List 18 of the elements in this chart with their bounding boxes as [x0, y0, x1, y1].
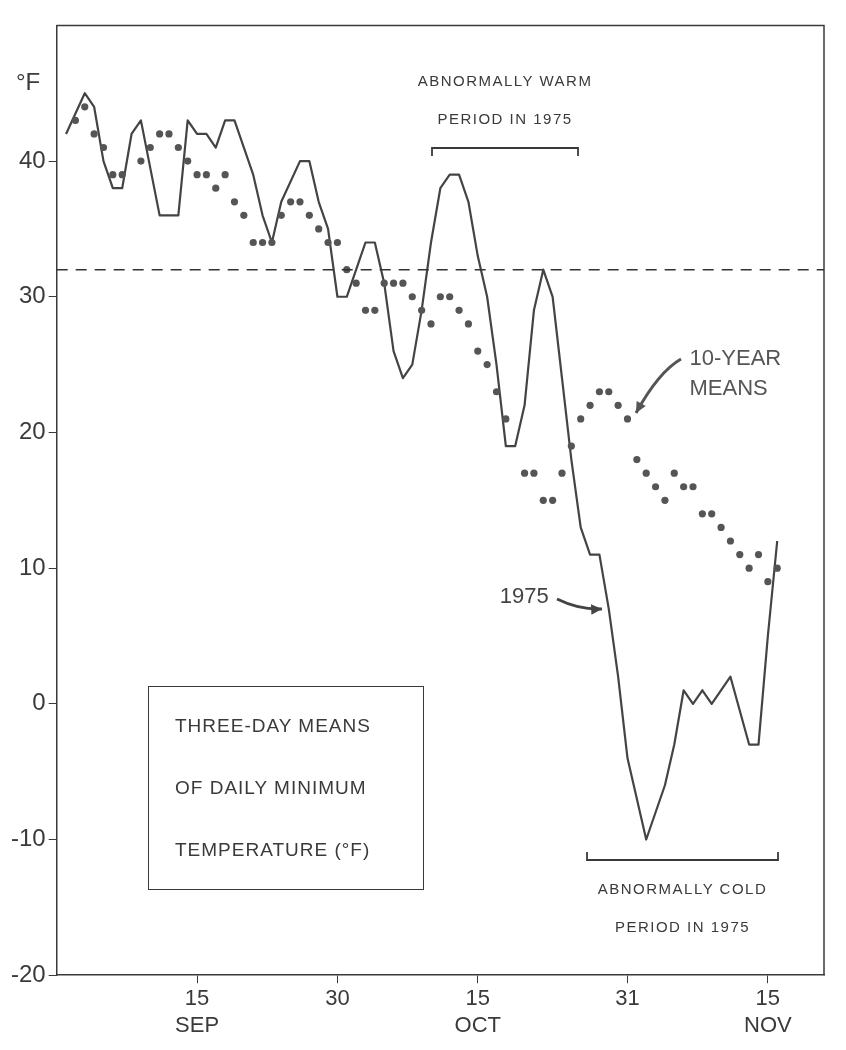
- legend-label: 1975: [499, 582, 549, 608]
- y-tick-label: 20: [18, 417, 46, 445]
- x-tick-label: 30: [325, 985, 350, 1011]
- y-tick-label: -10: [11, 824, 46, 852]
- x-tick-label: 15 OCT: [454, 985, 501, 1037]
- text: 10-YEAR MEANS: [689, 344, 782, 400]
- y-axis-title: °F: [16, 68, 41, 96]
- x-tick-label: 15 SEP: [175, 985, 220, 1037]
- y-tick-label: -20: [11, 959, 46, 987]
- x-tick-label: 31: [615, 985, 640, 1011]
- y-tick-label: 30: [18, 281, 46, 309]
- text: ABNORMALLY WARM PERIOD IN 1975: [417, 72, 593, 128]
- x-tick-label: 15 NOV: [744, 985, 793, 1037]
- y-tick-label: 10: [18, 552, 46, 580]
- y-tick-label: 0: [32, 688, 46, 716]
- y-tick-label: 40: [18, 145, 46, 173]
- text: ABNORMALLY COLD PERIOD IN 1975: [597, 880, 768, 936]
- caption-box: THREE-DAY MEANS OF DAILY MINIMUM TEMPERATURE (°F): [148, 686, 424, 890]
